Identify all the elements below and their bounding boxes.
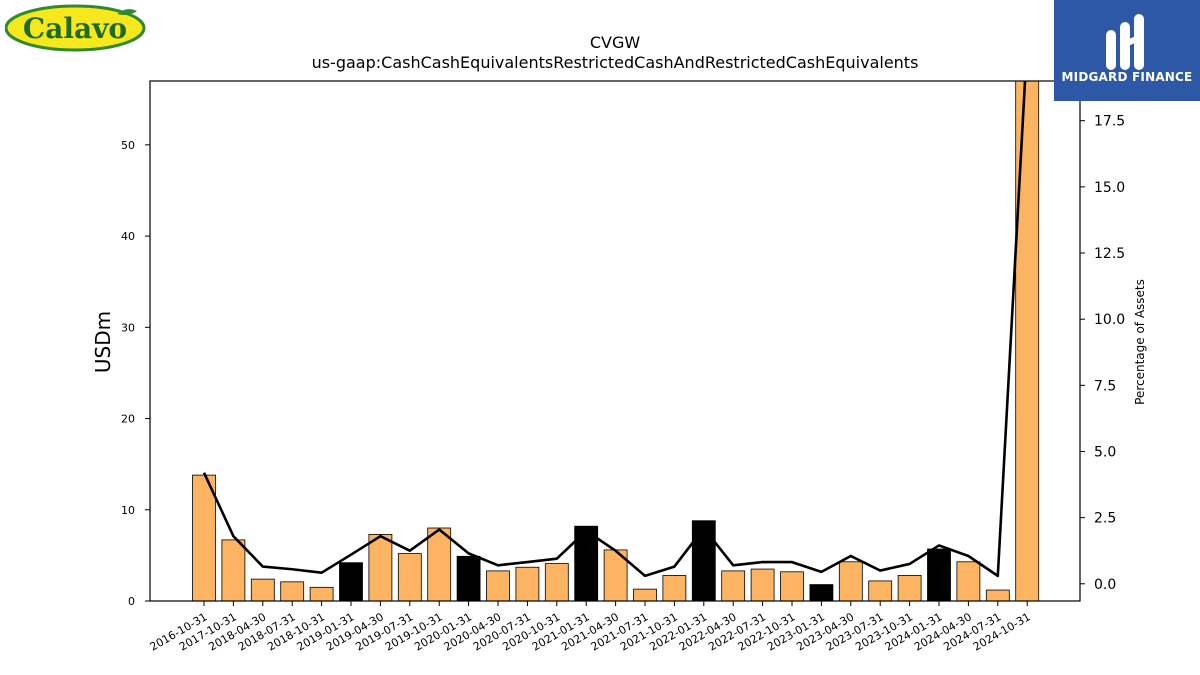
y2-tick-label: 12.5 <box>1094 246 1125 262</box>
bar-2024-01-31 <box>927 548 951 601</box>
calavo-logo: Calavo <box>4 4 146 52</box>
y-tick-label: 40 <box>121 230 135 243</box>
bar-2023-04-30 <box>838 561 863 601</box>
bar-2020-07-31 <box>515 566 540 601</box>
midgard-finance-logo: MIDGARD FINANCE <box>1054 0 1200 101</box>
y2-tick-label: 0.0 <box>1094 577 1116 593</box>
midgard-finance-text: MIDGARD FINANCE <box>1061 70 1193 84</box>
y-tick-label: 50 <box>121 139 135 152</box>
bar-2021-10-31 <box>662 575 687 601</box>
bar-2019-07-31 <box>397 553 422 601</box>
bar-2021-01-31 <box>574 525 599 601</box>
y2-tick-label: 15.0 <box>1094 180 1125 196</box>
bar-2020-01-31 <box>456 555 481 601</box>
bar-2023-10-31 <box>897 575 922 601</box>
bar-2017-10-31 <box>221 539 246 601</box>
y2-tick-label: 2.5 <box>1094 511 1116 527</box>
y-tick-label: 10 <box>121 504 135 517</box>
y2-axis-label: Percentage of Assets <box>1133 279 1147 405</box>
bar-2024-10-31 <box>1015 81 1040 601</box>
y2-tick-label: 5.0 <box>1094 444 1116 460</box>
y-tick-label: 20 <box>121 413 135 426</box>
chart-title: CVGW <box>590 33 641 52</box>
bar-2023-07-31 <box>868 580 893 601</box>
bar-2022-07-31 <box>750 568 775 601</box>
bar-2022-04-30 <box>721 570 746 601</box>
bar-2024-04-30 <box>956 561 981 601</box>
bar-2019-04-30 <box>368 534 393 601</box>
bar-2019-10-31 <box>427 527 452 601</box>
svg-text:Calavo: Calavo <box>23 12 127 45</box>
bar-2020-04-30 <box>486 570 510 601</box>
chart-subtitle: us-gaap:CashCashEquivalentsRestrictedCas… <box>312 53 919 72</box>
y2-tick-label: 10.0 <box>1094 312 1125 328</box>
bar-2018-07-31 <box>280 581 305 601</box>
bar-2021-07-31 <box>633 588 657 601</box>
bar-2019-01-31 <box>339 562 363 601</box>
bar-2024-07-31 <box>985 589 1010 601</box>
line-group <box>202 81 1027 578</box>
y-axis-label: USDm <box>91 311 115 373</box>
bar-2016-10-31 <box>192 474 216 601</box>
bar-2018-10-31 <box>309 586 334 601</box>
percentage-of-assets-line <box>202 81 1027 578</box>
bar-2020-10-31 <box>544 563 569 601</box>
bar-2023-01-31 <box>809 584 834 601</box>
y2-tick-label: 7.5 <box>1094 378 1116 394</box>
plot-frame <box>149 80 1081 602</box>
y-tick-label: 0 <box>128 595 135 608</box>
bar-2022-01-31 <box>691 520 716 601</box>
y2-tick-label: 17.5 <box>1094 114 1125 130</box>
bar-2022-10-31 <box>780 571 804 601</box>
y-tick-label: 30 <box>121 321 135 334</box>
bar-2018-04-30 <box>250 578 275 601</box>
bars-group <box>192 81 1040 601</box>
